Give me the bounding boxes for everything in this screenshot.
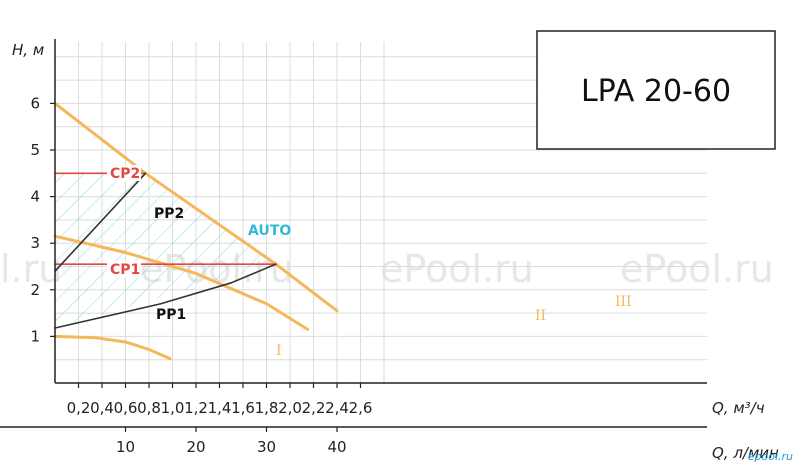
x-tick-label: 2,6 (349, 399, 373, 417)
y-tick-label: 4 (30, 188, 40, 206)
curve-iii (53, 101, 339, 313)
x-tick-label: 2,2 (302, 399, 326, 417)
grid (55, 42, 707, 383)
x-tick-label: 1,8 (255, 399, 279, 417)
x-tick-label: 1,0 (161, 399, 185, 417)
curve-pp2 (54, 172, 147, 272)
watermark: ePool.ru (620, 247, 774, 291)
label-bg (107, 261, 141, 277)
corner-logo: epool.ru (748, 450, 793, 463)
label-auto: AUTO (248, 223, 291, 239)
x-tick-label: 2,4 (325, 399, 349, 417)
x-tick-label: 0,4 (90, 399, 114, 417)
x-tick-label: 1,4 (208, 399, 232, 417)
curve-i (53, 334, 172, 361)
label-bg (107, 165, 141, 181)
watermark: l.ru (0, 247, 62, 291)
watermark: ePool.ru (380, 247, 534, 291)
x-tick-label: 1,6 (231, 399, 255, 417)
x-tick-label: 0,6 (114, 399, 138, 417)
x-axis-title: Q, м³/ч (712, 399, 765, 417)
label-i: I (276, 343, 282, 359)
label-iii: III (615, 294, 632, 310)
y-tick-label: 6 (30, 94, 40, 112)
model-title-box (536, 30, 776, 150)
x-tick-label: 0,8 (137, 399, 161, 417)
x2-tick-label: 30 (257, 438, 276, 456)
label-cp2: CP2 (110, 166, 140, 182)
label-ii: II (535, 308, 546, 324)
label-pp1: PP1 (156, 307, 186, 323)
curve-pp1 (54, 263, 277, 329)
x2-tick-label: 20 (186, 438, 205, 456)
label-pp2: PP2 (154, 206, 184, 222)
x2-axis-title: Q, л/мин (712, 444, 779, 462)
x-tick-label: 1,2 (184, 399, 208, 417)
label-cp1: CP1 (110, 262, 140, 278)
model-title: LPA 20-60 (581, 74, 731, 109)
x2-tick-label: 10 (116, 438, 135, 456)
curve-ii (53, 234, 310, 331)
x-tick-label: 2,0 (278, 399, 302, 417)
y-tick-label: 3 (30, 234, 40, 252)
y-tick-label: 5 (30, 141, 40, 159)
x-tick-label: 0,2 (67, 399, 91, 417)
y-tick-label: 2 (30, 281, 40, 299)
y-axis-title: H, м (12, 41, 44, 59)
y-tick-label: 1 (30, 327, 40, 345)
x2-tick-label: 40 (327, 438, 346, 456)
